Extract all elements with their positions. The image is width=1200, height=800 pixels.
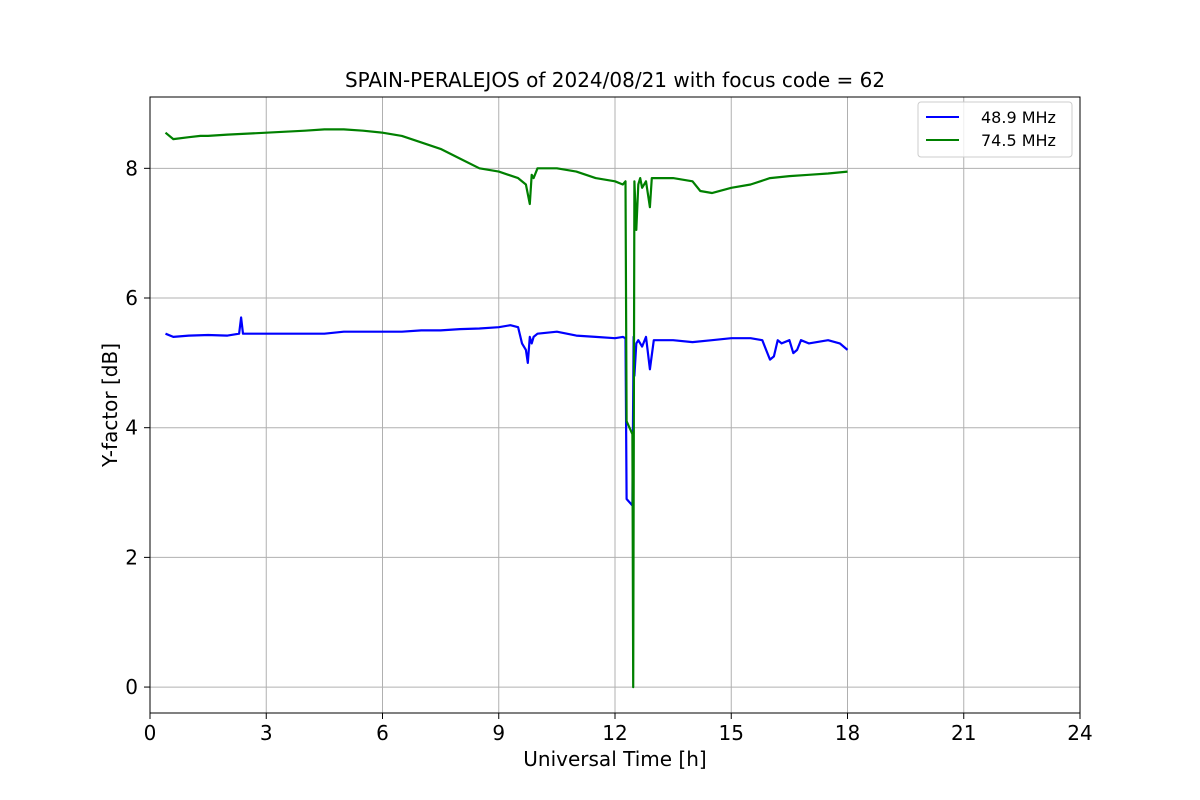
x-tick-label: 0	[144, 721, 157, 745]
legend: 48.9 MHz 74.5 MHz	[917, 101, 1073, 158]
x-axis-label: Universal Time [h]	[523, 747, 706, 771]
legend-box	[917, 101, 1073, 158]
y-axis-label: Y-factor [dB]	[98, 343, 122, 468]
y-tick-label: 8	[125, 156, 138, 180]
y-axis: 0 2 4 6 8	[125, 156, 150, 699]
x-tick-label: 18	[835, 721, 860, 745]
series-line-74-5-mhz	[164, 128, 848, 689]
legend-label-48-9-mhz: 48.9 MHz	[981, 108, 1056, 127]
chart-title: SPAIN-PERALEJOS of 2024/08/21 with focus…	[345, 68, 885, 92]
series-layer	[164, 128, 849, 689]
y-tick-label: 0	[125, 675, 138, 699]
legend-label-74-5-mhz: 74.5 MHz	[981, 131, 1056, 150]
x-tick-label: 6	[376, 721, 389, 745]
x-tick-label: 24	[1067, 721, 1092, 745]
y-tick-label: 2	[125, 545, 138, 569]
x-tick-label: 12	[602, 721, 627, 745]
y-tick-label: 4	[125, 416, 138, 440]
x-tick-label: 3	[260, 721, 273, 745]
x-tick-label: 9	[492, 721, 505, 745]
series-line-48-9-mhz	[165, 316, 849, 507]
x-tick-label: 21	[951, 721, 976, 745]
x-tick-label: 15	[719, 721, 744, 745]
y-tick-label: 6	[125, 286, 138, 310]
x-axis: 0 3 6 9 12 15 18 21 24	[144, 713, 1093, 745]
